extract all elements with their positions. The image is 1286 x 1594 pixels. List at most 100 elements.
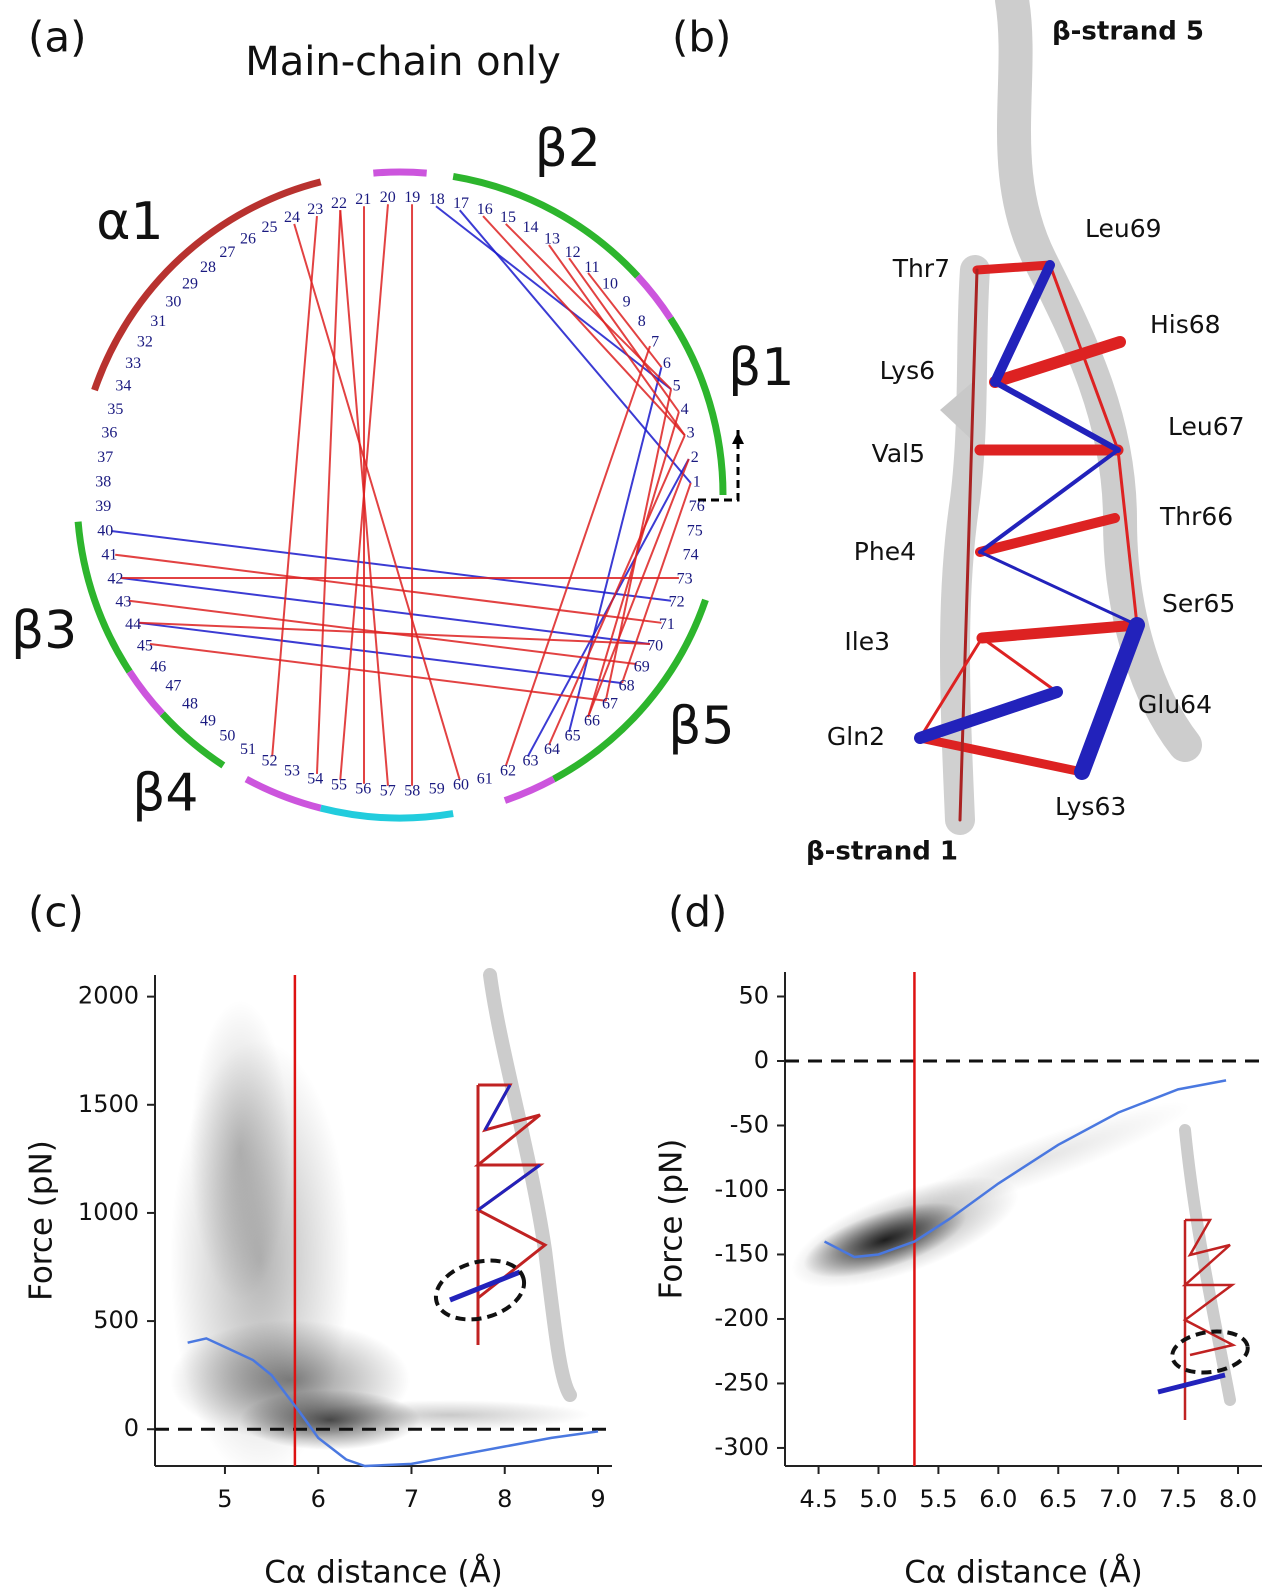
x-tick-label: 8 bbox=[497, 1485, 512, 1513]
structure-arc bbox=[505, 779, 554, 800]
contact bbox=[569, 367, 661, 732]
point-cloud bbox=[170, 1000, 590, 1480]
residue-number: 32 bbox=[137, 334, 153, 351]
residue-label: Lys6 bbox=[880, 356, 935, 385]
residue-number: 4 bbox=[681, 401, 689, 418]
residue-number: 15 bbox=[500, 209, 516, 226]
y-tick-label: 0 bbox=[754, 1046, 769, 1074]
residue-number: 59 bbox=[429, 780, 445, 797]
residue-number: 33 bbox=[125, 355, 141, 372]
residue-number: 63 bbox=[522, 752, 538, 769]
residue-number: 57 bbox=[380, 782, 396, 799]
inset bbox=[429, 975, 1250, 1420]
residue-number: 69 bbox=[634, 658, 650, 675]
y-tick-label: 0 bbox=[124, 1414, 139, 1442]
residue-number: 1 bbox=[693, 473, 701, 490]
structure-arc bbox=[321, 808, 453, 818]
residue-number: 65 bbox=[565, 727, 581, 744]
residue-number: 51 bbox=[240, 741, 256, 758]
residue-number: 50 bbox=[219, 727, 235, 744]
residue-number: 36 bbox=[101, 425, 117, 442]
residue-number: 40 bbox=[97, 522, 113, 539]
residue-number: 30 bbox=[165, 294, 181, 311]
structure-arc bbox=[638, 276, 671, 318]
residue-number: 35 bbox=[107, 401, 123, 418]
residue-number: 75 bbox=[687, 522, 703, 539]
structure-label: β3 bbox=[11, 601, 77, 661]
residue-number: 29 bbox=[182, 276, 198, 293]
residue-number: 44 bbox=[125, 616, 141, 633]
contact bbox=[111, 531, 671, 601]
y-tick-label: -50 bbox=[730, 1110, 769, 1138]
residue-number: 7 bbox=[651, 334, 659, 351]
x-tick-label: 9 bbox=[590, 1485, 605, 1513]
residue-number: 28 bbox=[200, 259, 216, 276]
contact bbox=[139, 623, 650, 644]
residue-label: His68 bbox=[1150, 310, 1221, 339]
residue-number: 43 bbox=[115, 594, 131, 611]
residue-number: 37 bbox=[97, 449, 113, 466]
residue-number: 38 bbox=[95, 473, 111, 490]
residue-number: 5 bbox=[673, 378, 681, 395]
x-tick-label: 6.5 bbox=[1039, 1485, 1077, 1513]
residue-number: 31 bbox=[150, 313, 166, 330]
residue-number: 64 bbox=[544, 741, 560, 758]
contact bbox=[506, 346, 650, 766]
residue-number: 58 bbox=[404, 782, 420, 799]
residue-number: 16 bbox=[477, 201, 493, 218]
residue-label: Thr7 bbox=[892, 254, 950, 283]
arrow-head bbox=[732, 432, 744, 444]
residue-number: 76 bbox=[689, 498, 705, 515]
x-axis-label: Cα distance (Å) bbox=[904, 1555, 1143, 1591]
residue-number: 53 bbox=[284, 762, 300, 779]
residue-label: Phe4 bbox=[854, 537, 916, 566]
residue-number: 54 bbox=[307, 770, 323, 787]
residue-number: 10 bbox=[602, 276, 618, 293]
residue-number: 52 bbox=[262, 752, 278, 769]
residue-number: 20 bbox=[380, 189, 396, 206]
residue-number: 19 bbox=[404, 189, 420, 206]
structure-label: β4 bbox=[132, 763, 198, 823]
figure: (a) (b) (c) (d) Main-chain only 12345678… bbox=[0, 0, 1286, 1594]
residue-number: 14 bbox=[522, 219, 538, 236]
structure-label: β5 bbox=[668, 697, 734, 757]
residue-number: 2 bbox=[691, 449, 699, 466]
y-tick-label: -100 bbox=[715, 1175, 769, 1203]
panel-label: (d) bbox=[668, 888, 727, 937]
contact bbox=[317, 210, 340, 774]
residue-number: 47 bbox=[165, 678, 181, 695]
residue-label: Ser65 bbox=[1162, 589, 1235, 618]
residue-number: 23 bbox=[307, 201, 323, 218]
residue-number: 22 bbox=[331, 195, 347, 212]
contact-map: 1234567891011121314151617181920212223242… bbox=[11, 119, 794, 824]
x-tick-label: 7.0 bbox=[1099, 1485, 1137, 1513]
residue-number: 74 bbox=[683, 547, 699, 564]
residue-number: 48 bbox=[182, 696, 198, 713]
residue-number: 17 bbox=[453, 195, 469, 212]
panel-label: (b) bbox=[672, 13, 731, 62]
point-cloud bbox=[779, 1085, 1198, 1311]
structure-arc bbox=[453, 176, 637, 276]
contact bbox=[294, 224, 459, 780]
strand-label: β-strand 5 bbox=[1052, 17, 1204, 47]
residue-number: 41 bbox=[101, 547, 117, 564]
x-tick-label: 6.0 bbox=[979, 1485, 1017, 1513]
residue-number: 34 bbox=[115, 378, 131, 395]
x-tick-label: 5 bbox=[217, 1485, 232, 1513]
residue-number: 9 bbox=[623, 294, 631, 311]
x-tick-label: 4.5 bbox=[799, 1485, 837, 1513]
y-tick-label: 1000 bbox=[78, 1198, 139, 1226]
x-tick-label: 5.0 bbox=[859, 1485, 897, 1513]
residue-number: 49 bbox=[200, 712, 216, 729]
residue-number: 60 bbox=[453, 776, 469, 793]
residue-number: 42 bbox=[107, 570, 123, 587]
residue-number: 6 bbox=[663, 355, 671, 372]
residue-number: 26 bbox=[240, 231, 256, 248]
contact bbox=[588, 459, 689, 717]
residue-number: 55 bbox=[331, 776, 347, 793]
contact bbox=[483, 216, 685, 435]
residue-number: 67 bbox=[602, 696, 618, 713]
residue-number: 24 bbox=[284, 209, 300, 226]
residue-number: 13 bbox=[544, 231, 560, 248]
panel-label: (c) bbox=[28, 888, 84, 937]
